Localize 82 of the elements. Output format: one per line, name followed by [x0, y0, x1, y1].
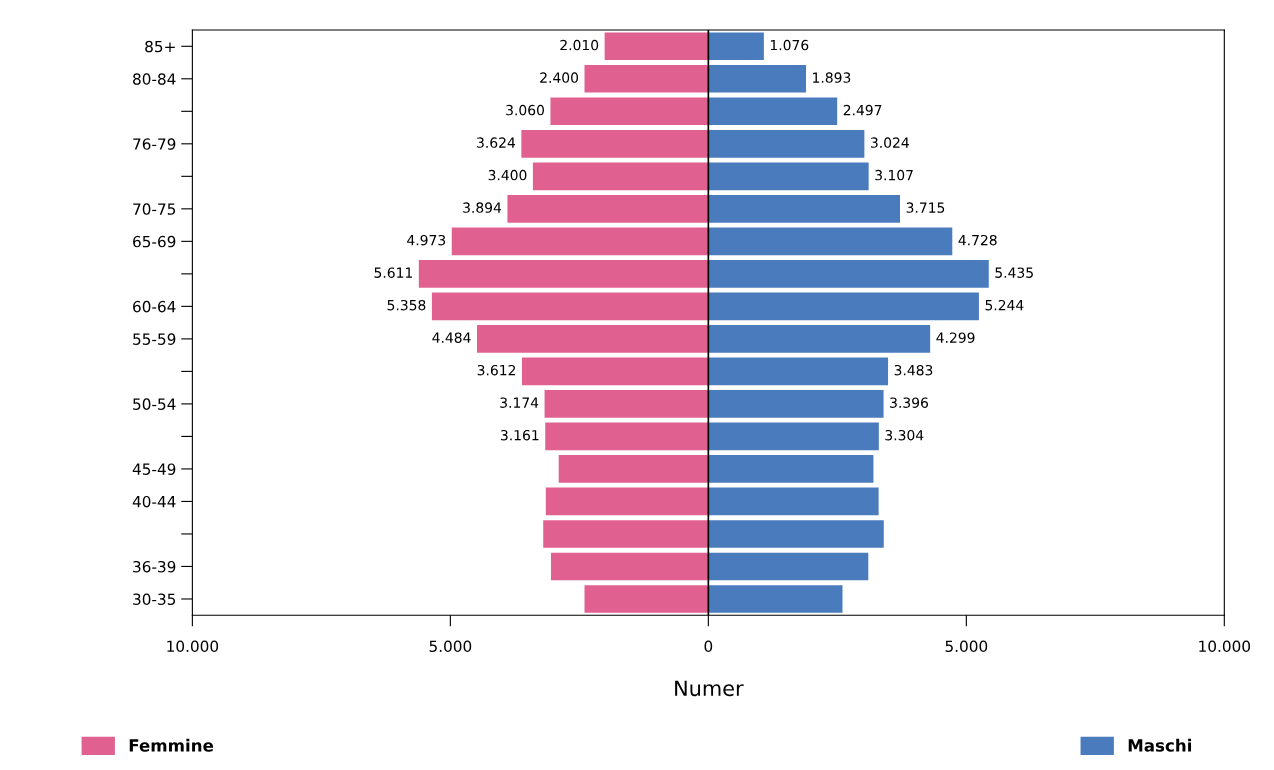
y-tick-label: 55-59	[133, 333, 176, 345]
bar	[584, 585, 709, 613]
y-tick-label: 30-35	[133, 593, 176, 605]
bar	[708, 325, 931, 353]
x-tick-label: 10.000	[1199, 640, 1251, 653]
data-label: 1.076	[770, 39, 809, 51]
bar	[418, 260, 709, 288]
data-label: 4.299	[936, 332, 975, 343]
data-label: 4.973	[407, 234, 446, 246]
y-tick-label: 80-84	[133, 73, 176, 85]
bar	[604, 32, 709, 61]
data-label: 3.024	[870, 137, 909, 148]
data-label: 3.174	[500, 397, 539, 408]
data-label: 3.400	[488, 169, 527, 181]
data-label: 4.484	[432, 332, 471, 343]
data-label: 5.358	[387, 299, 426, 311]
bar	[521, 130, 709, 158]
data-label: 3.483	[894, 364, 933, 376]
bar	[708, 390, 884, 418]
bar	[708, 357, 889, 386]
legend-label: Maschi	[1128, 738, 1192, 752]
data-label: 5.611	[374, 267, 412, 278]
data-label: 5.244	[985, 299, 1024, 311]
bar	[708, 64, 807, 93]
bar	[545, 422, 709, 451]
bar	[708, 260, 989, 288]
bar	[431, 292, 709, 321]
y-tick-label: 45-49	[132, 463, 176, 475]
data-label: 3.894	[463, 202, 502, 213]
x-tick-label: 5.000	[429, 640, 472, 653]
bar	[708, 585, 843, 613]
bar	[544, 390, 709, 418]
bar	[708, 227, 953, 256]
data-label: 3.715	[906, 202, 945, 213]
y-tick-label: 50-54	[133, 398, 176, 410]
y-tick-label: 65-69	[133, 235, 176, 248]
bar	[584, 64, 709, 93]
y-tick-label: 60-64	[133, 300, 176, 313]
legend-label: Femmine	[129, 738, 214, 752]
y-tick-label: 36-39	[133, 560, 176, 573]
bar	[708, 32, 764, 61]
data-label: 3.612	[477, 364, 516, 376]
x-axis-title: Numer	[675, 680, 744, 697]
data-label: 3.107	[875, 169, 913, 181]
bar	[708, 487, 879, 516]
bar	[708, 130, 865, 158]
x-tick-label: 0	[704, 640, 713, 653]
bar	[708, 162, 869, 191]
bar	[545, 487, 709, 516]
data-label: 1.893	[813, 72, 851, 83]
data-label: 3.624	[477, 137, 516, 148]
x-tick-label: 5.000	[945, 640, 988, 653]
bar	[558, 455, 709, 483]
bar	[550, 552, 709, 581]
y-tick-label: 70-75	[133, 203, 176, 215]
bar	[708, 552, 869, 581]
bar	[451, 227, 709, 256]
bar	[532, 162, 709, 191]
x-tick-label: 10.000	[167, 640, 219, 653]
data-label: 2.400	[540, 72, 579, 83]
bar	[521, 357, 709, 386]
data-label: 4.728	[958, 234, 997, 246]
bar	[507, 195, 709, 223]
data-label: 3.060	[506, 104, 544, 116]
data-label: 3.304	[885, 429, 924, 441]
bar	[708, 422, 879, 451]
bar	[550, 97, 709, 126]
y-tick-label: 40-44	[132, 495, 176, 508]
y-tick-label: 76-79	[133, 138, 176, 150]
data-label: 5.435	[995, 267, 1033, 278]
bar	[708, 195, 901, 223]
data-label: 3.161	[500, 429, 539, 441]
data-label: 3.396	[890, 397, 929, 408]
data-label: 2.497	[843, 104, 882, 116]
bar	[708, 97, 838, 126]
bar	[708, 292, 979, 321]
bar	[708, 455, 874, 483]
bar	[708, 520, 884, 548]
data-label: 2.010	[560, 39, 599, 51]
bar	[476, 325, 709, 353]
y-tick-label: 85+	[145, 40, 175, 53]
bar	[543, 520, 709, 548]
